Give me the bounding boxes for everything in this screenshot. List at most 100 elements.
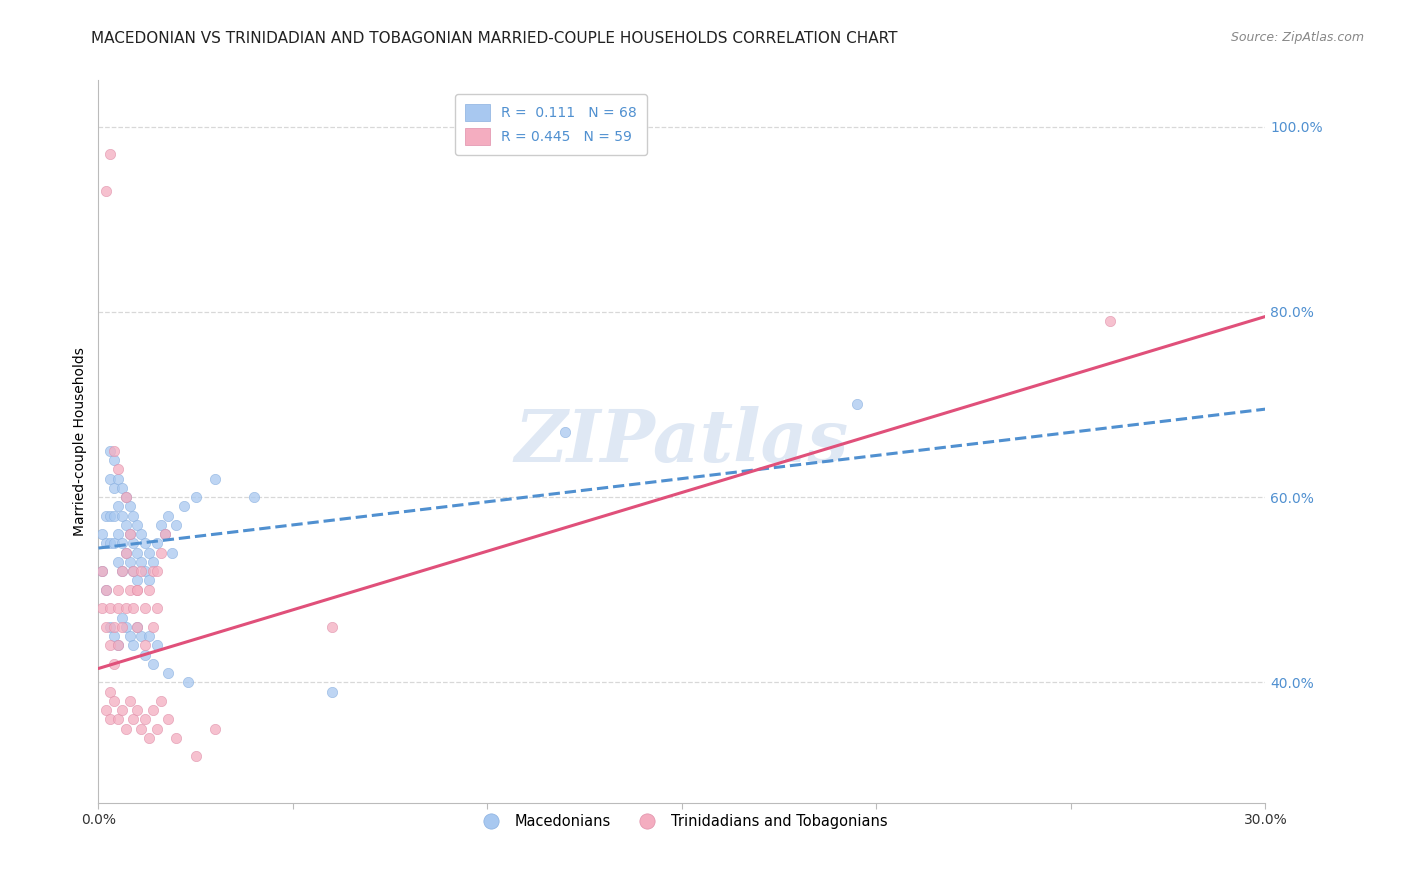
Point — [107, 500, 129, 514]
Point — [127, 574, 149, 588]
Point — [321, 684, 343, 698]
Point — [134, 536, 156, 550]
Point — [146, 536, 169, 550]
Point — [146, 722, 169, 736]
Point — [129, 722, 152, 736]
Point — [111, 536, 134, 550]
Point — [157, 666, 180, 681]
Point — [118, 694, 141, 708]
Point — [127, 620, 149, 634]
Point — [142, 703, 165, 717]
Point — [1098, 314, 1121, 328]
Point — [118, 527, 141, 541]
Point — [138, 629, 160, 643]
Point — [157, 508, 180, 523]
Point — [103, 629, 125, 643]
Point — [98, 601, 121, 615]
Point — [129, 564, 152, 578]
Point — [111, 481, 134, 495]
Point — [129, 527, 152, 541]
Point — [103, 443, 125, 458]
Point — [127, 517, 149, 532]
Point — [142, 555, 165, 569]
Point — [103, 657, 125, 671]
Point — [103, 508, 125, 523]
Point — [127, 620, 149, 634]
Point — [118, 582, 141, 597]
Point — [149, 694, 172, 708]
Point — [107, 472, 129, 486]
Point — [134, 638, 156, 652]
Point — [177, 675, 200, 690]
Point — [107, 462, 129, 476]
Point — [114, 546, 136, 560]
Point — [107, 555, 129, 569]
Point — [111, 508, 134, 523]
Point — [114, 490, 136, 504]
Point — [134, 648, 156, 662]
Point — [96, 536, 118, 550]
Text: ZIPatlas: ZIPatlas — [515, 406, 849, 477]
Point — [127, 582, 149, 597]
Point — [138, 546, 160, 560]
Point — [138, 582, 160, 597]
Text: MACEDONIAN VS TRINIDADIAN AND TOBAGONIAN MARRIED-COUPLE HOUSEHOLDS CORRELATION C: MACEDONIAN VS TRINIDADIAN AND TOBAGONIAN… — [91, 31, 898, 46]
Point — [107, 638, 129, 652]
Point — [96, 703, 118, 717]
Point — [96, 508, 118, 523]
Point — [153, 527, 176, 541]
Point — [114, 546, 136, 560]
Point — [98, 684, 121, 698]
Point — [122, 536, 145, 550]
Point — [107, 582, 129, 597]
Point — [107, 601, 129, 615]
Point — [103, 453, 125, 467]
Point — [114, 601, 136, 615]
Point — [91, 564, 114, 578]
Y-axis label: Married-couple Households: Married-couple Households — [73, 347, 87, 536]
Point — [118, 527, 141, 541]
Point — [184, 490, 207, 504]
Point — [107, 713, 129, 727]
Point — [142, 564, 165, 578]
Text: Source: ZipAtlas.com: Source: ZipAtlas.com — [1230, 31, 1364, 45]
Point — [165, 731, 187, 745]
Point — [173, 500, 195, 514]
Point — [204, 472, 226, 486]
Point — [149, 546, 172, 560]
Point — [162, 546, 184, 560]
Point — [96, 185, 118, 199]
Point — [98, 638, 121, 652]
Point — [165, 517, 187, 532]
Legend: Macedonians, Trinidadians and Tobagonians: Macedonians, Trinidadians and Tobagonian… — [471, 808, 893, 835]
Point — [146, 601, 169, 615]
Point — [146, 638, 169, 652]
Point — [96, 582, 118, 597]
Point — [114, 490, 136, 504]
Point — [134, 713, 156, 727]
Point — [129, 555, 152, 569]
Point — [129, 629, 152, 643]
Point — [122, 601, 145, 615]
Point — [107, 638, 129, 652]
Point — [114, 517, 136, 532]
Point — [103, 536, 125, 550]
Point — [118, 500, 141, 514]
Point — [142, 657, 165, 671]
Point — [111, 703, 134, 717]
Point — [98, 536, 121, 550]
Point — [98, 443, 121, 458]
Point — [846, 397, 869, 411]
Point — [103, 620, 125, 634]
Point — [114, 722, 136, 736]
Point — [111, 620, 134, 634]
Point — [91, 527, 114, 541]
Point — [127, 582, 149, 597]
Point — [91, 601, 114, 615]
Point — [122, 638, 145, 652]
Point — [118, 555, 141, 569]
Point — [157, 713, 180, 727]
Point — [98, 508, 121, 523]
Point — [142, 620, 165, 634]
Point — [243, 490, 266, 504]
